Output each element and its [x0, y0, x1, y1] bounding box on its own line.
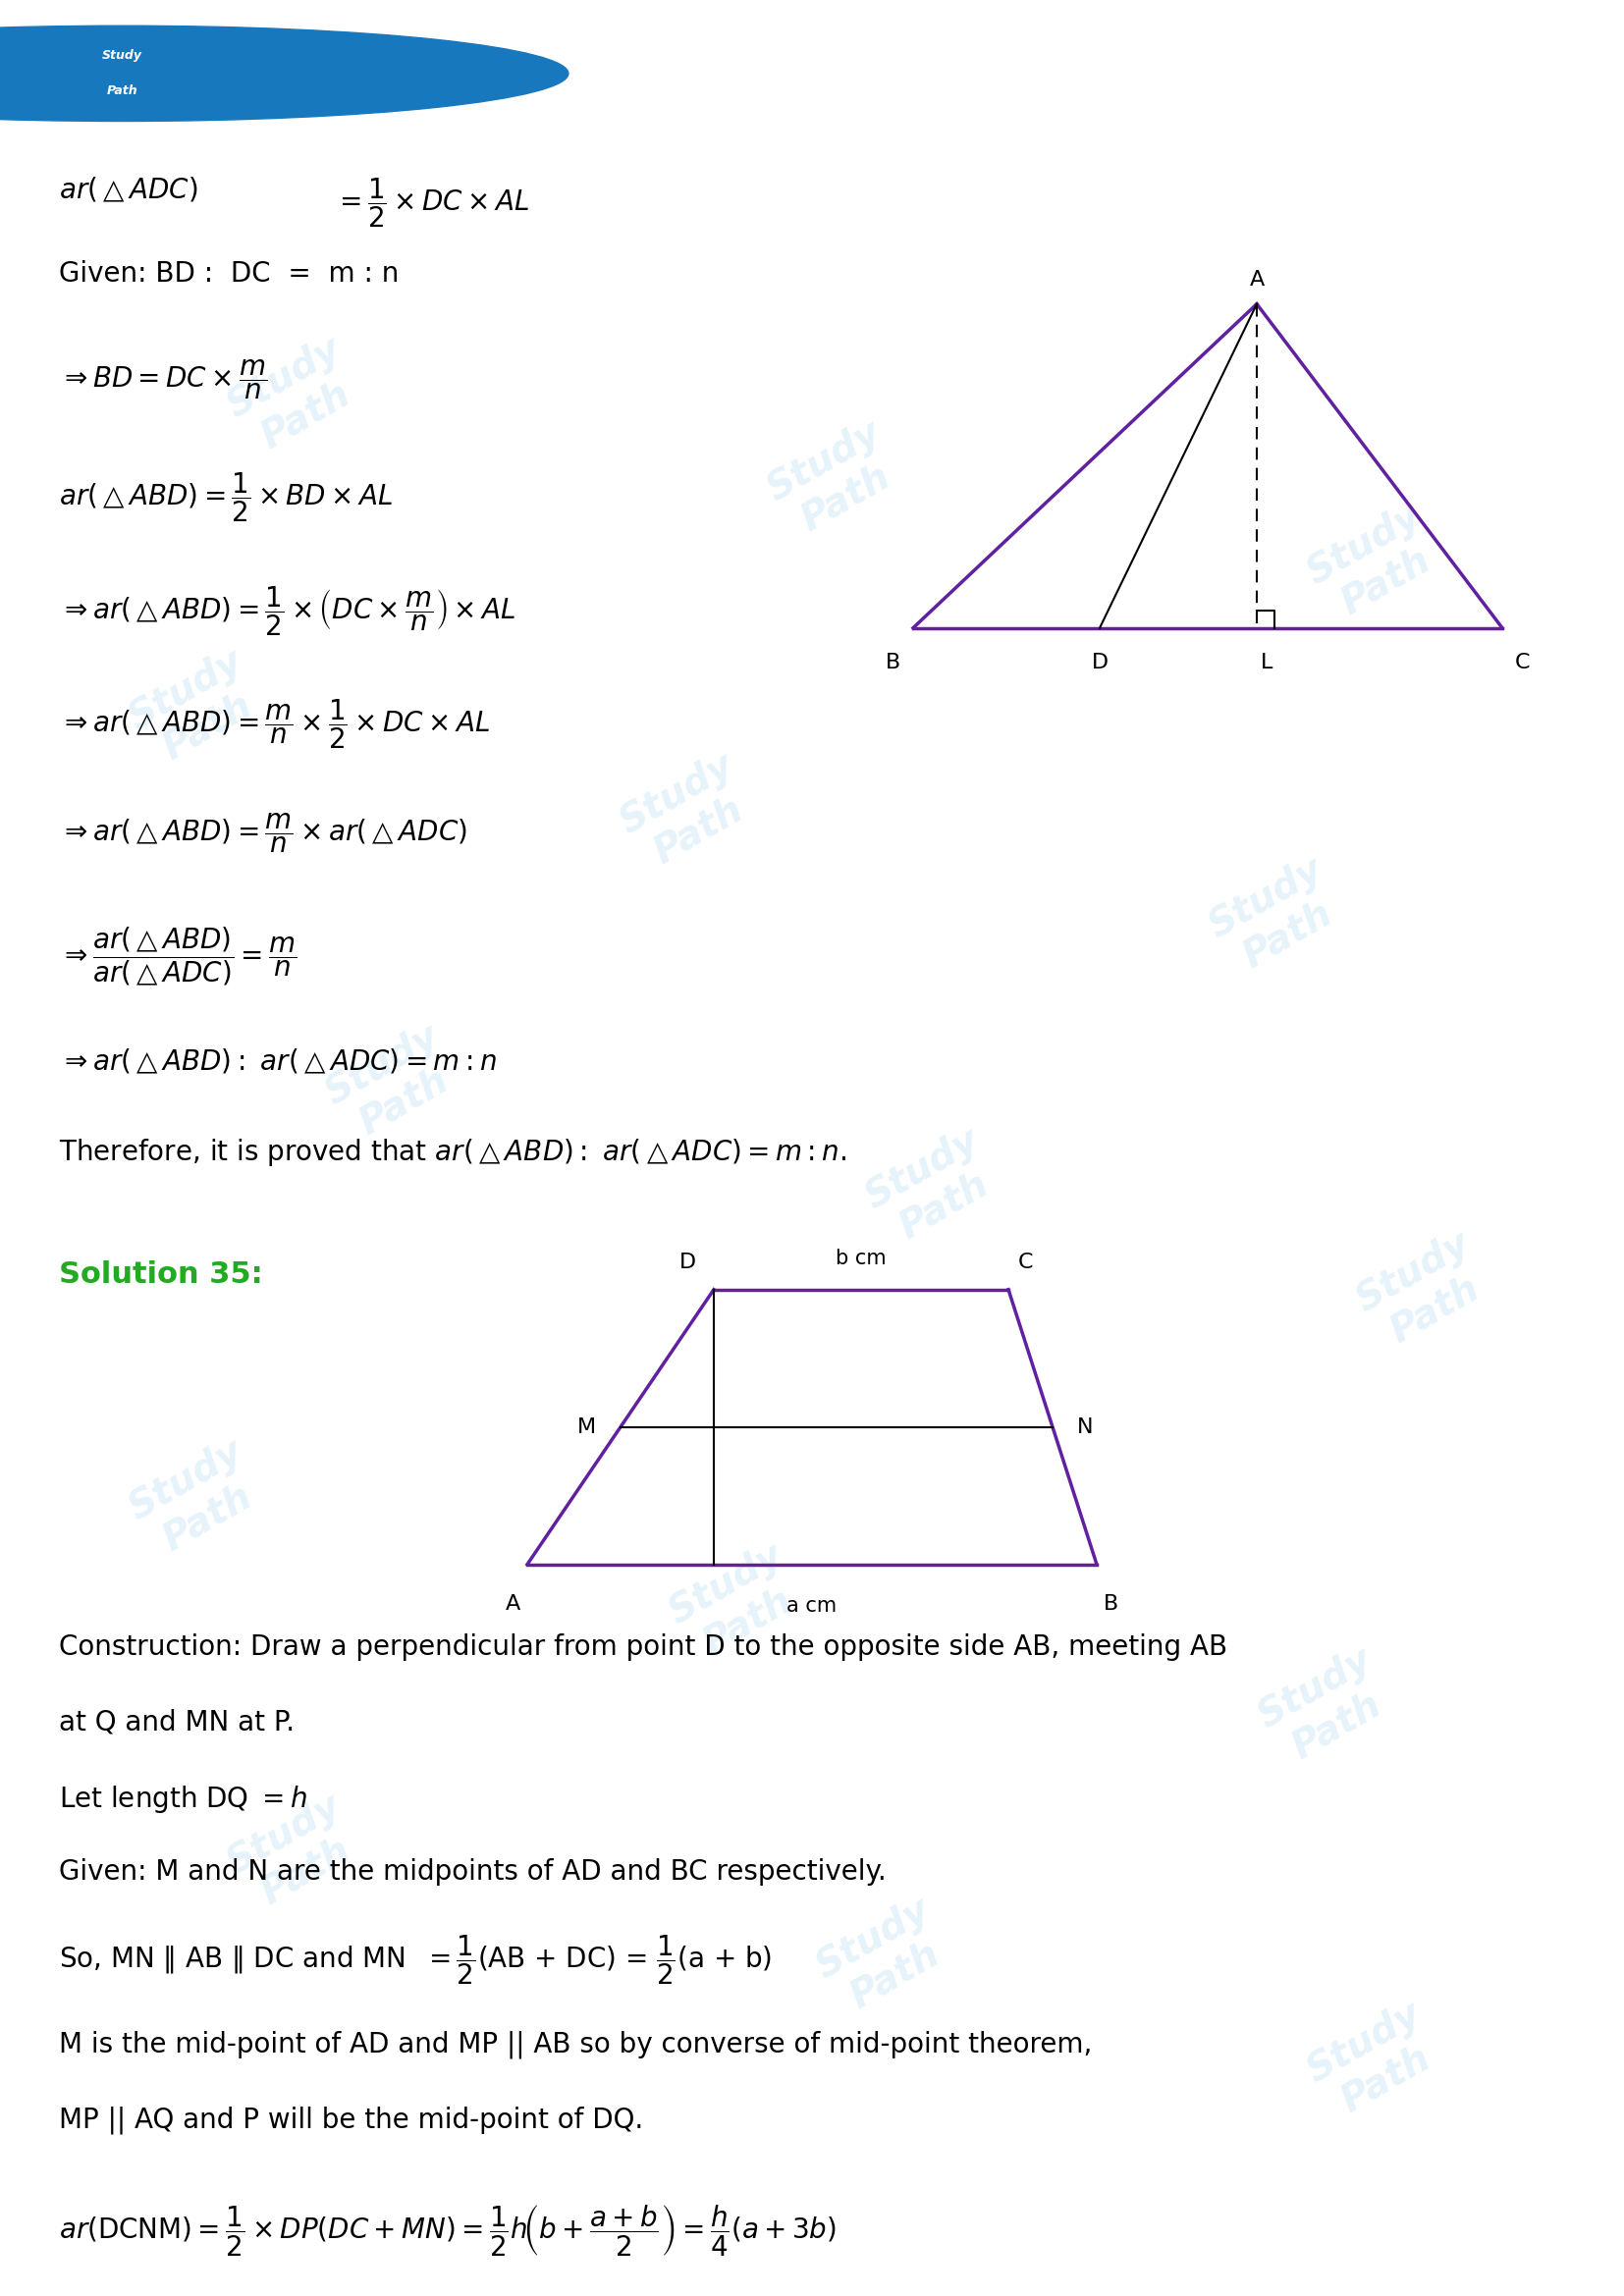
Text: Study
Path: Study Path	[1202, 850, 1351, 983]
Text: Study
Path: Study Path	[760, 413, 909, 546]
Text: So, MN $\|$ AB $\|$ DC and MN  $= \dfrac{1}{2}$(AB + DC) = $\dfrac{1}{2}$(a + b): So, MN $\|$ AB $\|$ DC and MN $= \dfrac{…	[58, 1933, 771, 1986]
Text: $\Rightarrow \dfrac{ar(\triangle ABD)}{ar(\triangle ADC)} = \dfrac{m}{n}$: $\Rightarrow \dfrac{ar(\triangle ABD)}{a…	[58, 925, 297, 987]
Text: M is the mid-point of AD and MP || AB so by converse of mid-point theorem,: M is the mid-point of AD and MP || AB so…	[58, 2030, 1093, 2060]
Text: $\Rightarrow ar(\triangle ABD) = \dfrac{m}{n}\times\dfrac{1}{2}\times DC\times A: $\Rightarrow ar(\triangle ABD) = \dfrac{…	[58, 698, 490, 751]
Text: Study: Study	[102, 51, 141, 62]
Text: C: C	[1018, 1251, 1033, 1272]
Text: C: C	[1514, 652, 1530, 673]
Text: b cm: b cm	[836, 1249, 887, 1267]
Text: Chapter 11: Areas of Parallelograms and Triangles: Chapter 11: Areas of Parallelograms and …	[463, 113, 1161, 138]
Text: B: B	[887, 652, 901, 673]
Text: $\Rightarrow ar(\triangle ABD) = \dfrac{1}{2}\times\left(DC\times\dfrac{m}{n}\ri: $\Rightarrow ar(\triangle ABD) = \dfrac{…	[58, 583, 515, 638]
Text: at Q and MN at P.: at Q and MN at P.	[58, 1708, 294, 1736]
Text: D: D	[679, 1251, 697, 1272]
Text: M: M	[577, 1417, 596, 1437]
Text: Therefore, it is proved that $ar(\triangle ABD):\ ar(\triangle ADC) = m:n.$: Therefore, it is proved that $ar(\triang…	[58, 1137, 846, 1169]
Text: Study
Path: Study Path	[221, 331, 369, 464]
Text: Let length DQ $= h$: Let length DQ $= h$	[58, 1784, 307, 1814]
Text: Given: BD :  DC  =  m : n: Given: BD : DC = m : n	[58, 259, 400, 287]
Text: A: A	[1249, 269, 1263, 289]
Ellipse shape	[0, 25, 568, 122]
Text: A: A	[505, 1593, 520, 1614]
Text: a cm: a cm	[788, 1596, 836, 1616]
Text: RS Aggarwal Solutions: RS Aggarwal Solutions	[628, 57, 996, 85]
Text: Study
Path: Study Path	[809, 1890, 958, 2023]
Text: Study
Path: Study Path	[1250, 1642, 1400, 1773]
Text: $\Rightarrow ar(\triangle ABD) = \dfrac{m}{n}\times ar(\triangle ADC)$: $\Rightarrow ar(\triangle ABD) = \dfrac{…	[58, 810, 468, 854]
Text: Solution 35:: Solution 35:	[58, 1261, 263, 1288]
Text: N: N	[1077, 1417, 1093, 1437]
Text: L: L	[1260, 652, 1273, 673]
Text: Study
Path: Study Path	[859, 1120, 1007, 1254]
Text: B: B	[1104, 1593, 1119, 1614]
Text: D: D	[1091, 652, 1108, 673]
Text: Study
Path: Study Path	[221, 1786, 369, 1919]
Text: Construction: Draw a perpendicular from point D to the opposite side AB, meeting: Construction: Draw a perpendicular from …	[58, 1632, 1228, 1660]
Text: $\Rightarrow BD = DC\times\dfrac{m}{n}$: $\Rightarrow BD = DC\times\dfrac{m}{n}$	[58, 358, 268, 402]
Text: $\Rightarrow ar(\triangle ABD):\ ar(\triangle ADC) = m:n$: $\Rightarrow ar(\triangle ABD):\ ar(\tri…	[58, 1047, 497, 1077]
Text: $ar\mathrm{(DCNM)} = \dfrac{1}{2}\times DP(DC + MN) = \dfrac{1}{2}h\!\left(b + \: $ar\mathrm{(DCNM)} = \dfrac{1}{2}\times …	[58, 2202, 836, 2257]
Text: $=\dfrac{1}{2}\times DC\times AL$: $=\dfrac{1}{2}\times DC\times AL$	[335, 177, 529, 230]
Text: Class - 9: Class - 9	[757, 14, 867, 39]
Text: Path: Path	[106, 85, 138, 96]
Text: Study
Path: Study Path	[663, 1536, 810, 1669]
Text: Study
Path: Study Path	[122, 643, 271, 774]
Text: $ar(\triangle ADC)$: $ar(\triangle ADC)$	[58, 177, 198, 204]
Text: Page 19 of 22: Page 19 of 22	[732, 2250, 892, 2273]
Text: Study
Path: Study Path	[1301, 1995, 1449, 2126]
Text: Study
Path: Study Path	[122, 1433, 271, 1566]
Text: Given: M and N are the midpoints of AD and BC respectively.: Given: M and N are the midpoints of AD a…	[58, 1857, 887, 1885]
Text: Study
Path: Study Path	[1350, 1224, 1497, 1357]
Text: Study
Path: Study Path	[612, 746, 762, 879]
Text: $ar(\triangle ABD) = \dfrac{1}{2}\times BD\times AL$: $ar(\triangle ABD) = \dfrac{1}{2}\times …	[58, 471, 393, 523]
Text: Study
Path: Study Path	[1301, 496, 1449, 629]
Text: Study
Path: Study Path	[318, 1017, 468, 1150]
Text: MP || AQ and P will be the mid-point of DQ.: MP || AQ and P will be the mid-point of …	[58, 2105, 643, 2133]
